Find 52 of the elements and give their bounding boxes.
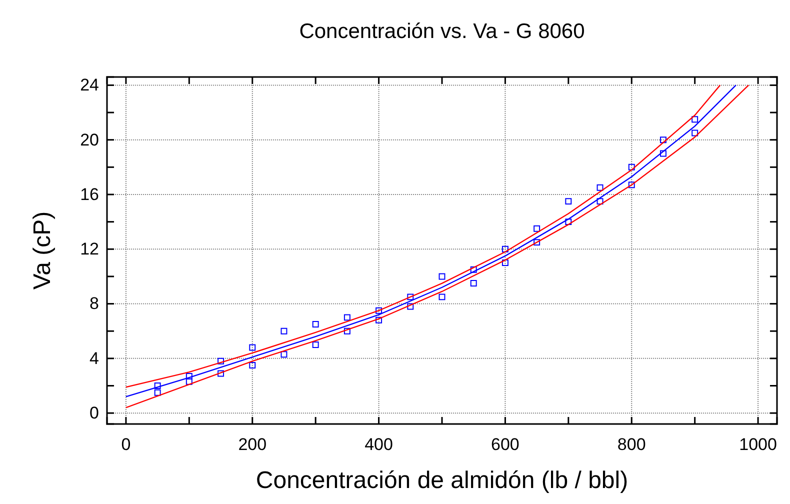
point — [565, 218, 572, 226]
point — [186, 372, 192, 380]
x-tick-label: 600 — [491, 435, 520, 454]
y-tick-label: 4 — [90, 348, 99, 368]
y-tick-label: 16 — [80, 184, 99, 204]
point — [280, 328, 288, 334]
point — [628, 182, 635, 188]
x-tick-label: 800 — [617, 435, 646, 454]
point — [692, 116, 698, 123]
point — [249, 362, 256, 368]
point — [218, 370, 224, 377]
point — [376, 316, 382, 324]
y-axis-title: Va (cP) — [29, 211, 56, 290]
point — [628, 164, 635, 170]
point — [154, 389, 161, 396]
point — [470, 280, 477, 287]
point — [534, 239, 540, 246]
point — [218, 358, 224, 364]
point — [438, 273, 446, 280]
y-tick-label: 0 — [90, 404, 99, 423]
x-tick-label: 400 — [364, 435, 393, 454]
point — [660, 150, 666, 157]
x-axis-title: Concentración de almidón (lb / bbl) — [256, 467, 628, 494]
point — [660, 136, 666, 144]
point — [376, 307, 382, 314]
x-tick-label: 200 — [238, 435, 267, 454]
y-tick-label: 20 — [80, 130, 99, 150]
x-tick-label: 1000 — [739, 435, 777, 454]
point — [438, 294, 446, 300]
point — [502, 260, 508, 266]
point — [249, 344, 256, 351]
chart-title: Concentración vs. Va - G 8060 — [299, 20, 585, 43]
point — [502, 246, 508, 252]
point — [407, 303, 414, 310]
point — [596, 184, 604, 191]
point — [534, 225, 540, 232]
point — [596, 198, 604, 205]
y-tick-label: 24 — [80, 76, 99, 95]
point — [407, 294, 414, 300]
point — [565, 198, 572, 205]
y-tick-label: 12 — [80, 240, 99, 259]
point — [312, 342, 319, 348]
point — [312, 321, 319, 328]
point — [470, 266, 477, 273]
y-tick-label: 8 — [90, 294, 99, 314]
x-tick-label: 0 — [121, 435, 131, 454]
point — [344, 328, 350, 334]
point — [692, 130, 698, 136]
point — [280, 351, 288, 358]
point — [154, 382, 161, 389]
point — [344, 314, 350, 321]
point — [186, 378, 192, 385]
